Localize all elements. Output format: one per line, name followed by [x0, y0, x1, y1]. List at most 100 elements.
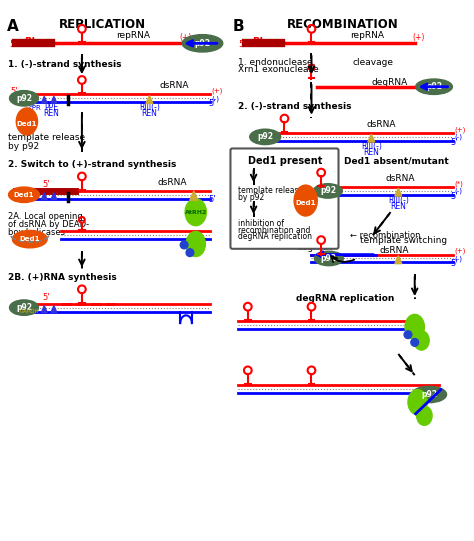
Text: 5': 5'	[42, 293, 50, 302]
Circle shape	[186, 249, 194, 256]
Text: repRNA: repRNA	[117, 31, 151, 40]
Ellipse shape	[182, 35, 223, 52]
Text: (-): (-)	[454, 188, 462, 194]
Ellipse shape	[250, 129, 281, 144]
Text: p92: p92	[320, 187, 336, 195]
Text: of dsRNA by DEAD-: of dsRNA by DEAD-	[8, 220, 89, 229]
Ellipse shape	[314, 251, 343, 266]
Text: (+): (+)	[454, 126, 465, 133]
Text: dsRNA: dsRNA	[386, 174, 415, 183]
Text: Ded1: Ded1	[19, 236, 40, 242]
Ellipse shape	[9, 300, 38, 315]
Text: GAPDH: GAPDH	[20, 309, 40, 314]
Text: p92: p92	[194, 39, 210, 48]
Text: acceptor: acceptor	[296, 236, 336, 245]
Text: RIII(-): RIII(-)	[388, 196, 409, 206]
Polygon shape	[41, 193, 47, 200]
Text: ← recombination: ← recombination	[350, 232, 420, 240]
Text: 5': 5'	[450, 192, 458, 201]
Text: (-): (-)	[211, 95, 219, 102]
Text: cleavage: cleavage	[352, 58, 393, 67]
Text: 5': 5'	[10, 87, 18, 96]
Text: template release: template release	[238, 186, 303, 195]
Text: Ded1: Ded1	[295, 201, 316, 207]
Text: REPLICATION: REPLICATION	[59, 18, 146, 31]
Text: degRNA: degRNA	[371, 78, 408, 87]
Text: Xrn1 exonuclease: Xrn1 exonuclease	[238, 65, 319, 75]
Circle shape	[411, 339, 419, 346]
Text: 2B. (+)RNA synthesis: 2B. (+)RNA synthesis	[8, 273, 116, 282]
Text: Ded1 present: Ded1 present	[248, 156, 322, 166]
Text: Ded1: Ded1	[17, 121, 37, 127]
Text: (-): (-)	[454, 134, 462, 140]
Text: RIII(-): RIII(-)	[361, 142, 382, 151]
Text: p92: p92	[426, 82, 442, 91]
Text: RECOMBINATION: RECOMBINATION	[286, 18, 398, 31]
Text: by p92: by p92	[238, 193, 264, 202]
Text: (+): (+)	[413, 34, 425, 42]
Circle shape	[180, 241, 188, 249]
FancyBboxPatch shape	[230, 148, 338, 249]
Text: RIII(-): RIII(-)	[139, 103, 160, 112]
Ellipse shape	[417, 406, 432, 425]
Circle shape	[404, 331, 412, 339]
Polygon shape	[41, 96, 47, 103]
Polygon shape	[146, 95, 153, 103]
Text: REN: REN	[43, 109, 59, 117]
Polygon shape	[368, 134, 375, 142]
Text: REN: REN	[391, 202, 406, 211]
Text: inhibition of: inhibition of	[238, 219, 284, 228]
Text: (*): (*)	[454, 180, 463, 187]
Text: 2A. Local opening: 2A. Local opening	[8, 212, 82, 221]
Text: 1. (-)-strand synthesis: 1. (-)-strand synthesis	[8, 60, 121, 69]
Text: 5': 5'	[208, 99, 216, 108]
Text: (+): (+)	[211, 88, 222, 94]
Ellipse shape	[185, 199, 206, 226]
Text: template switching: template switching	[360, 236, 447, 245]
Text: p92: p92	[16, 303, 32, 312]
Text: 5': 5'	[238, 40, 246, 49]
Text: Ded1 absent/mutant: Ded1 absent/mutant	[344, 156, 449, 165]
Ellipse shape	[294, 185, 317, 216]
Text: 5': 5'	[9, 40, 18, 49]
Text: 5': 5'	[450, 137, 458, 147]
Polygon shape	[51, 306, 57, 313]
Polygon shape	[395, 188, 402, 196]
Text: dsRNA: dsRNA	[366, 120, 396, 129]
Ellipse shape	[412, 386, 447, 403]
Polygon shape	[51, 96, 57, 103]
Ellipse shape	[9, 90, 38, 106]
Text: PPE: PPE	[44, 103, 58, 112]
Text: recombination and: recombination and	[238, 226, 310, 235]
Text: p92: p92	[16, 94, 32, 103]
Text: dsRNA: dsRNA	[157, 178, 187, 187]
Text: 2. Switch to (+)-strand synthesis: 2. Switch to (+)-strand synthesis	[8, 160, 176, 169]
Text: AtRH2: AtRH2	[184, 209, 207, 215]
Text: (+): (+)	[179, 34, 191, 42]
Text: p92: p92	[321, 254, 337, 263]
Text: repRNA: repRNA	[350, 31, 384, 40]
Text: dsRNA: dsRNA	[379, 246, 409, 255]
Text: B: B	[232, 19, 244, 34]
Text: 5': 5'	[208, 195, 216, 204]
Text: A: A	[7, 19, 18, 34]
Text: degRNA replication: degRNA replication	[296, 294, 394, 303]
Text: degRNA: degRNA	[296, 243, 332, 252]
Ellipse shape	[405, 314, 424, 340]
Text: box helicases: box helicases	[8, 228, 64, 236]
Text: (+): (+)	[454, 248, 465, 254]
Ellipse shape	[186, 232, 205, 256]
Text: RI: RI	[252, 37, 263, 48]
Text: by p92: by p92	[8, 142, 39, 151]
Ellipse shape	[414, 331, 429, 350]
Text: RI: RI	[24, 37, 35, 48]
Ellipse shape	[313, 184, 342, 198]
Text: (-): (-)	[454, 255, 462, 262]
Ellipse shape	[408, 390, 427, 415]
Text: dsRNA: dsRNA	[159, 81, 189, 90]
Text: 5': 5'	[450, 259, 458, 268]
Text: REN: REN	[141, 109, 157, 117]
Text: 5': 5'	[42, 180, 50, 189]
Text: cPR: cPR	[28, 105, 41, 111]
Ellipse shape	[9, 187, 39, 202]
